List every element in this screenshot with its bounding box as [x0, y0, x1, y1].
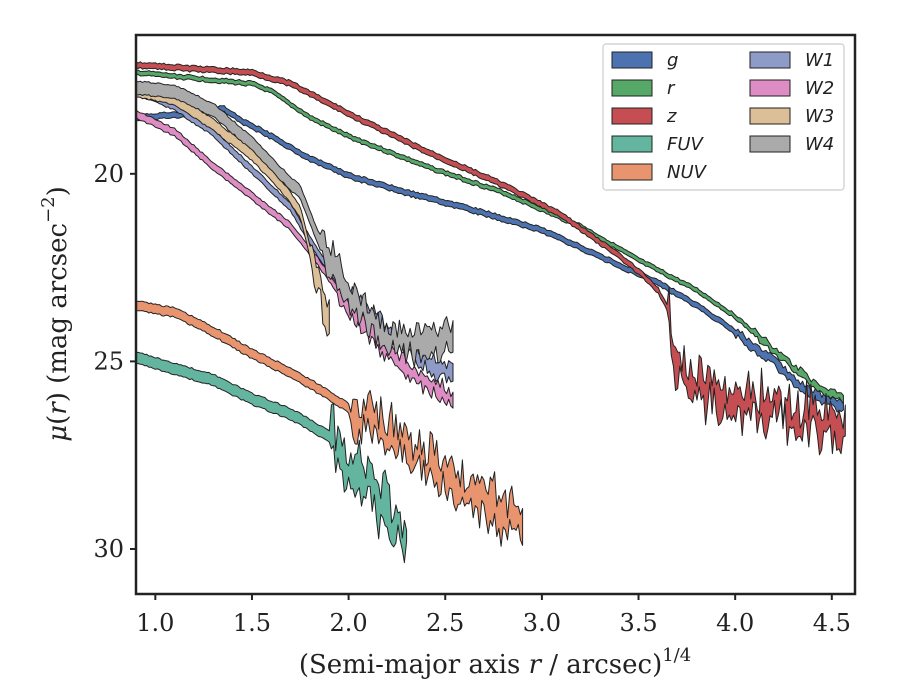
y-tick-label: 20 [93, 160, 124, 188]
legend-swatch-W3 [749, 107, 791, 125]
y-tick-label: 25 [93, 347, 124, 375]
legend-label-W4: W4 [805, 134, 834, 155]
x-tick-label: 3.0 [523, 609, 561, 637]
legend-label-r: r [667, 78, 676, 99]
x-tick-label: 3.5 [619, 609, 657, 637]
x-tick-label: 4.0 [716, 609, 754, 637]
x-axis-label: (Semi-major axis r / arcsec)1/4 [299, 645, 691, 680]
x-tick-label: 4.5 [813, 609, 851, 637]
series-band-W4 [135, 80, 454, 368]
legend-label-g: g [667, 50, 678, 71]
legend-label-z: z [666, 106, 677, 127]
series-band-z [135, 61, 846, 456]
legend-swatch-NUV [611, 163, 653, 181]
legend-swatch-W1 [749, 51, 791, 69]
legend-label-FUV: FUV [667, 134, 705, 155]
series-band-FUV [135, 351, 408, 564]
legend-swatch-r [611, 79, 653, 97]
legend-label-W3: W3 [805, 106, 834, 127]
legend-swatch-W2 [749, 79, 791, 97]
legend-swatch-W4 [749, 135, 791, 153]
series-layer [135, 61, 846, 564]
series-band-W2 [135, 109, 454, 409]
x-tick-label: 1.0 [136, 609, 174, 637]
x-tick-label: 2.5 [426, 609, 464, 637]
legend-label-W1: W1 [805, 50, 834, 71]
legend-swatch-g [611, 51, 653, 69]
y-tick-label: 30 [93, 535, 124, 563]
y-axis-label: μ(r) (mag arcsec−2) [38, 186, 73, 442]
series-band-W1 [135, 86, 454, 384]
plot-frame [134, 33, 857, 596]
legend-swatch-z [611, 107, 653, 125]
x-tick-label: 2.0 [330, 609, 368, 637]
x-tick-label: 1.5 [233, 609, 271, 637]
legend-label-W2: W2 [805, 78, 834, 99]
series-band-r [135, 69, 844, 405]
legend-swatch-FUV [611, 135, 653, 153]
legend-label-NUV: NUV [667, 162, 708, 183]
series-band-g [135, 105, 844, 413]
series-band-NUV [135, 300, 524, 547]
legend: grz FUV NUV W1 W2 W3 W4 [602, 43, 845, 191]
